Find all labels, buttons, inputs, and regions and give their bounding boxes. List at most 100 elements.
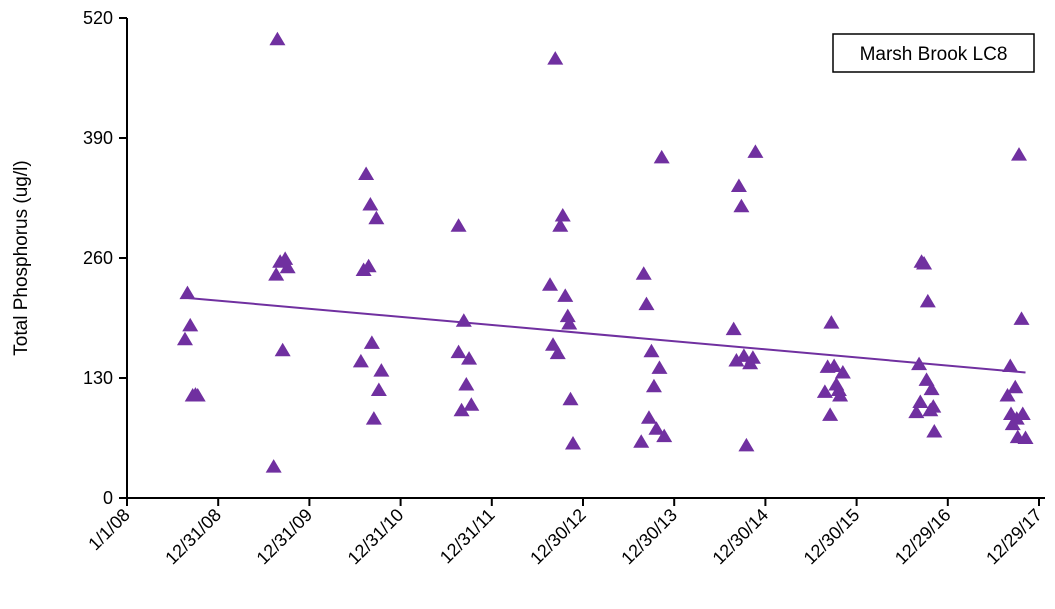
data-point (738, 437, 755, 452)
data-point (352, 353, 369, 368)
data-point (645, 378, 662, 393)
trend-line (184, 296, 1026, 374)
data-point (1007, 379, 1024, 394)
data-point (450, 218, 467, 232)
data-point (1014, 406, 1031, 420)
y-tick-label: 520 (83, 8, 113, 28)
data-point (643, 343, 660, 358)
x-tick-label: 12/31/11 (436, 505, 499, 568)
data-point (458, 376, 475, 391)
data-point (370, 382, 387, 396)
data-point (373, 363, 390, 377)
data-point (1011, 147, 1028, 161)
data-point (450, 344, 467, 359)
data-point (368, 210, 385, 225)
x-tick-label: 12/30/13 (617, 505, 681, 569)
marks-layer (176, 31, 1034, 473)
x-tick-label: 12/30/14 (709, 505, 773, 569)
data-point (277, 251, 294, 265)
data-point (265, 459, 282, 473)
data-point (918, 372, 935, 386)
y-tick-label: 0 (103, 488, 113, 508)
data-point (179, 285, 196, 300)
data-point (269, 31, 286, 46)
x-tick-label: 12/30/15 (800, 505, 864, 569)
data-point (911, 356, 928, 371)
data-point (832, 388, 849, 402)
y-tick-label: 390 (83, 128, 113, 148)
data-point (182, 317, 199, 332)
data-point (1013, 311, 1030, 325)
data-point (730, 178, 747, 192)
data-point (559, 308, 576, 323)
data-point (463, 397, 480, 411)
data-point (279, 259, 296, 274)
x-tick-label: 12/29/17 (982, 505, 1046, 569)
data-point (648, 421, 665, 435)
data-point (733, 198, 750, 213)
data-point (461, 351, 478, 365)
data-point (552, 218, 569, 232)
data-point (274, 342, 291, 357)
x-tick-label: 1/1/08 (84, 505, 134, 555)
data-point (830, 382, 847, 396)
x-tick-label: 12/30/12 (526, 505, 590, 569)
data-point (735, 348, 752, 362)
data-point (638, 296, 655, 311)
data-point (908, 404, 925, 419)
legend-label: Marsh Brook LC8 (860, 44, 1008, 65)
axes-layer: 0 130 260 390 520 1/1/08 12/31/08 12/31/09 12/31… (83, 8, 1046, 568)
data-point (656, 428, 673, 443)
data-point (653, 149, 670, 164)
data-point (834, 364, 851, 379)
data-point (189, 388, 206, 402)
data-point (635, 266, 652, 280)
legend-frame (832, 33, 1035, 73)
data-point (557, 288, 574, 302)
legend-box: Marsh Brook LC8 (832, 33, 1035, 73)
x-tick-label: 12/29/16 (891, 505, 955, 569)
data-point (547, 51, 564, 65)
data-point (744, 350, 761, 364)
data-point (360, 258, 377, 273)
data-point (453, 402, 470, 417)
data-point (822, 407, 839, 421)
x-tick-label: 12/31/10 (344, 505, 408, 569)
data-point (999, 388, 1016, 402)
data-point (916, 256, 933, 270)
data-point (925, 399, 942, 413)
y-tick-label: 130 (83, 368, 113, 388)
data-point (268, 267, 285, 281)
x-tick-label: 12/31/09 (253, 505, 317, 569)
data-point (176, 331, 193, 346)
data-point (1002, 358, 1019, 372)
data-point (549, 345, 566, 360)
data-point (923, 381, 940, 396)
data-point (362, 196, 379, 211)
data-point (747, 144, 764, 158)
data-point (358, 166, 375, 180)
x-tick-label: 12/31/08 (161, 505, 225, 569)
data-point (816, 384, 833, 398)
data-point (651, 360, 668, 374)
data-point (826, 358, 843, 372)
data-point (640, 410, 657, 424)
data-point (919, 293, 936, 308)
data-point (365, 411, 382, 425)
y-tick-label: 260 (83, 248, 113, 268)
data-point (823, 315, 840, 329)
data-point (554, 208, 571, 222)
data-point (561, 316, 578, 330)
data-point (455, 313, 472, 327)
data-point (562, 391, 579, 406)
data-point (926, 424, 943, 438)
data-point (1017, 430, 1034, 444)
y-axis-title: Total Phosphorus (ug/l) (11, 160, 32, 355)
data-point (728, 352, 745, 367)
data-point (633, 434, 650, 448)
data-point (725, 321, 742, 336)
data-point (542, 277, 559, 291)
data-point (912, 394, 929, 408)
